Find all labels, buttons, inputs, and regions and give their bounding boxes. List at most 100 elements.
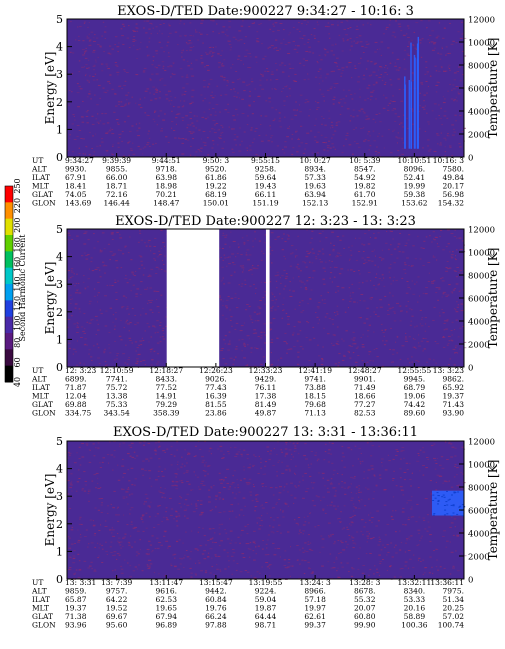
noise-speck [111,239,114,240]
noise-speck [99,249,101,251]
noise-speck [219,134,222,136]
noise-speck [382,340,384,342]
noise-speck [296,151,299,153]
noise-speck [282,88,284,89]
noise-speck [236,563,239,565]
noise-speck [111,88,114,90]
noise-speck [461,240,464,242]
noise-speck [339,113,342,115]
noise-speck [329,483,333,485]
noise-speck [75,292,78,294]
noise-speck [218,32,220,34]
noise-speck [336,311,339,313]
noise-speck [256,38,259,39]
noise-speck [75,283,78,284]
noise-speck [433,443,436,445]
table-cell: 59.64 [255,173,277,182]
noise-speck [126,363,129,365]
noise-speck [88,490,90,492]
noise-speck [269,453,272,455]
noise-speck [246,364,249,366]
noise-speck [164,255,166,257]
noise-speck [362,251,365,252]
noise-speck [374,62,377,64]
noise-speck [294,255,298,257]
noise-speck [389,565,392,567]
noise-speck [384,72,387,73]
noise-speck [312,52,315,54]
noise-speck [229,486,231,488]
noise-speck [227,111,230,113]
noise-speck [107,52,111,54]
noise-speck [383,83,386,85]
noise-speck [250,81,254,83]
noise-speck [160,47,163,49]
noise-speck [140,239,144,241]
noise-speck [355,486,358,488]
noise-speck [257,96,260,97]
noise-speck [290,459,292,460]
noise-speck [248,67,252,69]
enhancement-speck [436,492,439,494]
noise-speck [436,133,439,135]
noise-speck [297,45,300,47]
noise-speck [198,526,201,528]
noise-speck [295,522,299,524]
noise-speck [240,453,243,455]
noise-speck [128,480,131,482]
noise-speck [72,562,76,564]
noise-speck [249,90,251,92]
noise-speck [78,85,81,87]
noise-speck [159,341,162,343]
noise-speck [125,496,128,498]
noise-speck [357,568,360,570]
noise-speck [97,357,100,359]
noise-speck [252,265,254,266]
noise-speck [117,537,121,539]
noise-speck [97,477,99,479]
noise-speck [380,74,382,75]
noise-speck [272,31,275,33]
noise-speck [307,73,309,75]
noise-speck [83,313,86,315]
noise-speck [165,98,169,100]
noise-speck [245,482,248,484]
noise-speck [441,280,445,282]
noise-speck [97,323,99,325]
noise-speck [395,531,397,533]
table-cell: 81.49 [255,400,277,409]
noise-speck [443,70,445,72]
noise-speck [431,566,433,568]
noise-speck [200,545,203,547]
noise-speck [367,488,370,490]
noise-speck [452,565,455,567]
noise-speck [373,491,375,493]
noise-speck [95,487,97,489]
noise-speck [262,58,265,60]
noise-speck [224,529,226,531]
noise-speck [389,62,392,64]
noise-speck [129,455,132,457]
noise-speck [415,49,418,50]
noise-speck [447,243,450,245]
noise-speck [349,115,352,117]
noise-speck [297,263,299,265]
noise-speck [406,311,408,313]
noise-speck [135,23,138,25]
noise-speck [439,312,441,314]
noise-speck [401,139,403,141]
noise-speck [232,549,235,550]
noise-speck [266,547,268,549]
table-cell: 93.90 [443,409,465,418]
noise-speck [383,335,385,337]
noise-speck [247,115,249,117]
noise-speck [177,106,181,108]
noise-speck [121,88,123,90]
noise-speck [93,41,96,42]
noise-speck [143,70,146,71]
noise-speck [272,465,275,467]
noise-speck [251,78,253,80]
noise-speck [115,260,118,262]
noise-speck [162,259,163,261]
noise-speck [156,547,160,549]
